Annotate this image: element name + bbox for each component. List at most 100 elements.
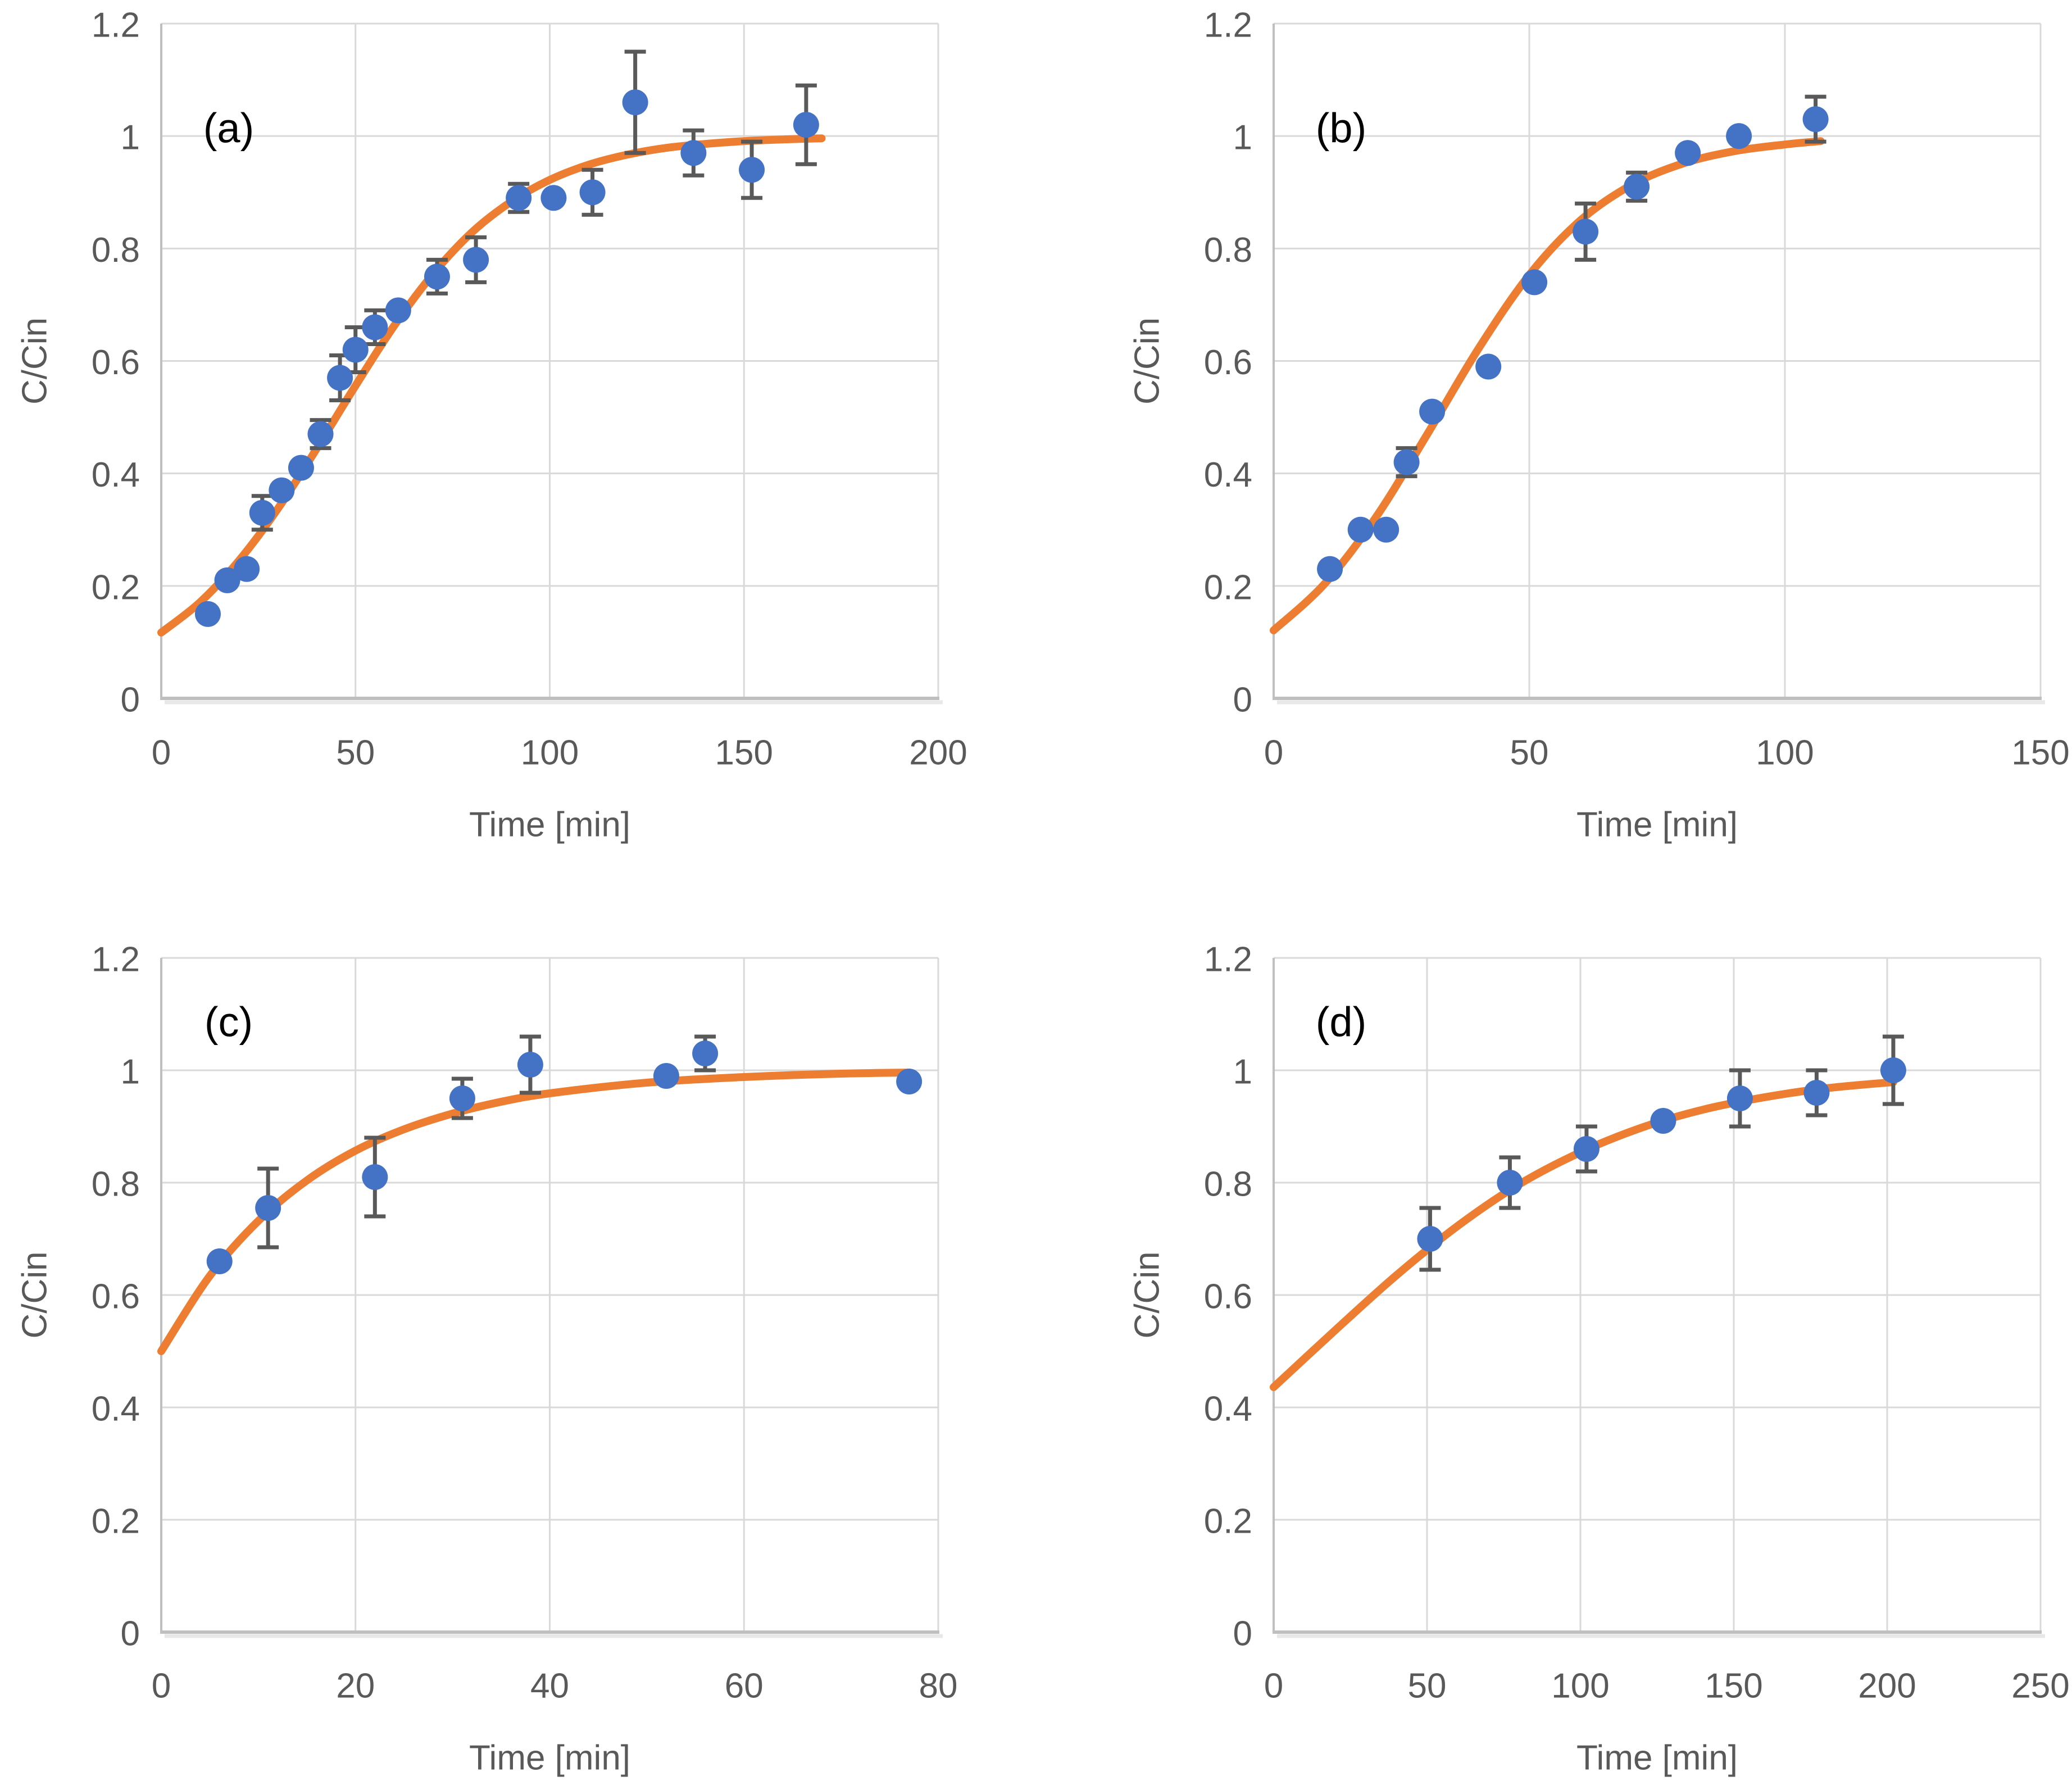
y-tick-label: 0 [1233, 681, 1252, 720]
y-tick-label: 1 [121, 1053, 140, 1092]
y-tick-label: 0.4 [92, 456, 140, 494]
y-tick-label: 0.6 [1204, 1278, 1252, 1316]
data-point [793, 112, 819, 138]
x-tick-label: 0 [152, 734, 171, 773]
x-tick-label: 0 [152, 1667, 171, 1706]
data-point [540, 185, 567, 211]
y-tick-label: 0.4 [92, 1390, 140, 1429]
y-tick-label: 0.8 [1204, 1165, 1252, 1204]
data-point [1497, 1170, 1523, 1196]
data-point [692, 1041, 719, 1066]
data-point [385, 297, 411, 324]
y-axis-title: C/Cin [1128, 1251, 1167, 1338]
y-tick-label: 0.4 [1204, 1390, 1252, 1429]
panel-letter: (a) [203, 105, 254, 152]
x-tick-label: 50 [1408, 1667, 1447, 1706]
y-tick-label: 0.2 [1204, 568, 1252, 607]
data-point [342, 337, 369, 363]
data-point [234, 556, 260, 582]
data-point [653, 1063, 679, 1089]
panel-letter: (d) [1316, 999, 1366, 1046]
y-tick-label: 0.2 [92, 568, 140, 607]
data-point [1802, 106, 1829, 133]
y-tick-label: 1.2 [1204, 6, 1252, 45]
data-point [362, 314, 388, 340]
y-tick-label: 1 [1233, 1053, 1252, 1092]
y-tick-label: 0.8 [1204, 231, 1252, 270]
data-point [517, 1052, 543, 1078]
y-tick-label: 0.2 [92, 1502, 140, 1541]
y-tick-label: 0.6 [1204, 343, 1252, 382]
data-point [362, 1164, 388, 1190]
data-point [1393, 449, 1420, 475]
data-point [194, 601, 221, 627]
data-point [206, 1248, 233, 1274]
fit-curve [157, 134, 826, 637]
data-point [307, 421, 334, 447]
data-point [1373, 516, 1399, 543]
x-axis-title: Time [min] [469, 806, 630, 844]
data-point [1880, 1057, 1906, 1083]
chart-panel-a: 0 50 100 150 200 0 0.2 0.4 0.6 0.8 1 1.2 Time [min] C… [16, 6, 967, 844]
data-point [1803, 1080, 1830, 1106]
data-point [1347, 516, 1374, 543]
panel-letter: (b) [1316, 105, 1366, 152]
y-tick-label: 0 [1233, 1615, 1252, 1653]
x-tick-label: 80 [919, 1667, 958, 1706]
x-tick-label: 40 [530, 1667, 569, 1706]
chart-panel-b: 0 50 100 150 0 0.2 0.4 0.6 0.8 1 1.2 Time [min] C/Ci… [1128, 6, 2070, 844]
data-point [1475, 353, 1502, 380]
data-point [506, 185, 532, 211]
data-point [1726, 123, 1752, 149]
x-tick-label: 100 [1551, 1667, 1609, 1706]
data-point [680, 140, 707, 166]
y-tick-label: 0.6 [92, 1278, 140, 1316]
data-point [424, 263, 450, 290]
y-axis-title: C/Cin [1128, 317, 1167, 405]
x-tick-label: 60 [725, 1667, 764, 1706]
x-tick-label: 0 [1264, 1667, 1283, 1706]
x-tick-label: 100 [1756, 734, 1814, 773]
x-tick-label: 50 [336, 734, 375, 773]
x-tick-label: 200 [909, 734, 967, 773]
y-axis-title: C/Cin [16, 317, 54, 405]
y-tick-label: 0.6 [92, 343, 140, 382]
x-tick-label: 100 [521, 734, 579, 773]
data-point [269, 477, 295, 503]
x-tick-label: 200 [1858, 1667, 1916, 1706]
x-tick-label: 250 [2011, 1667, 2069, 1706]
y-tick-label: 0.8 [92, 231, 140, 270]
data-point [1521, 269, 1548, 296]
data-point [1419, 398, 1446, 425]
panel-letter: (c) [205, 999, 253, 1046]
x-tick-label: 150 [1705, 1667, 1762, 1706]
data-point [622, 89, 648, 116]
data-point [1726, 1085, 1753, 1111]
fit-curve [1270, 1078, 1897, 1391]
data-point [1417, 1226, 1443, 1252]
data-point [1317, 556, 1343, 582]
x-tick-label: 0 [1264, 734, 1283, 773]
y-tick-label: 0.4 [1204, 456, 1252, 494]
chart-panel-c: 0 20 40 60 80 0 0.2 0.4 0.6 0.8 1 1.2 Time [min] C/Ci… [16, 941, 958, 1778]
data-point [1675, 140, 1701, 166]
data-point [288, 455, 314, 481]
y-tick-label: 1 [121, 119, 140, 157]
fit-curve [1270, 137, 1825, 634]
x-tick-label: 150 [715, 734, 773, 773]
data-point [1573, 1136, 1600, 1162]
y-tick-label: 1.2 [92, 6, 140, 45]
x-tick-label: 50 [1510, 734, 1549, 773]
x-axis-title: Time [min] [1576, 1739, 1738, 1778]
data-point [327, 365, 353, 391]
y-axis-title: C/Cin [16, 1251, 54, 1338]
data-point [449, 1085, 475, 1111]
y-tick-label: 0.2 [1204, 1502, 1252, 1541]
data-point [255, 1195, 281, 1221]
chart-panel-d: 0 50 100 150 200 250 0 0.2 0.4 0.6 0.8 1 1.2 Time [mi… [1128, 941, 2070, 1778]
x-axis-title: Time [min] [469, 1739, 630, 1778]
x-tick-label: 150 [2011, 734, 2069, 773]
data-point [463, 247, 489, 273]
data-point [214, 567, 240, 593]
